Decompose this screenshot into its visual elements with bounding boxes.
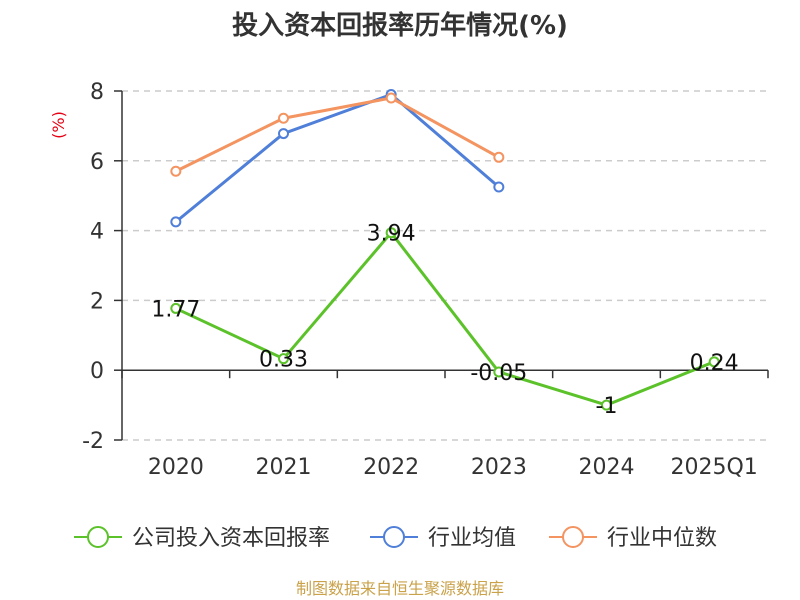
data-point xyxy=(278,112,289,124)
data-label: -0.05 xyxy=(470,361,527,386)
data-label: 3.94 xyxy=(367,222,416,247)
legend-swatch-marker xyxy=(562,526,584,548)
series-line-0 xyxy=(175,231,715,407)
series-2 xyxy=(170,92,505,177)
data-point xyxy=(170,302,182,314)
data-point xyxy=(170,216,182,228)
y-tick-label: 8 xyxy=(90,80,104,105)
data-label: 0.24 xyxy=(690,351,739,376)
data-point xyxy=(385,92,397,104)
legend-swatch-marker xyxy=(383,526,405,548)
series-line-1 xyxy=(174,92,500,224)
legend-label: 公司投入资本回报率 xyxy=(132,526,330,551)
x-tick-label-2023: 2023 xyxy=(471,455,527,480)
legend-item-2: 行业中位数 xyxy=(549,526,717,551)
legend-label: 行业中位数 xyxy=(607,526,717,551)
gridlines xyxy=(122,90,768,441)
data-point xyxy=(601,399,612,411)
legend: 公司投入资本回报率 行业均值 行业中位数 xyxy=(74,526,717,551)
series-0 xyxy=(170,227,720,411)
data-point xyxy=(493,181,505,193)
y-tick-label: 2 xyxy=(90,289,104,314)
data-label: -1 xyxy=(596,394,618,419)
x-tick-label-2022: 2022 xyxy=(363,455,419,480)
data-point xyxy=(278,353,289,365)
data-point xyxy=(170,165,182,177)
y-axis-unit: (%) xyxy=(49,111,68,139)
y-tick-label: 4 xyxy=(90,220,104,245)
axes: -2 0 2 4 6 8 2020 2021 2022 2023 2024 2025Q1 xyxy=(82,80,769,480)
data-point xyxy=(278,128,289,140)
legend-item-1: 行业均值 xyxy=(370,526,516,551)
series-layer xyxy=(170,88,720,411)
data-label: 0.33 xyxy=(259,348,308,373)
data-label: 1.77 xyxy=(151,297,200,322)
x-tick-label-2021: 2021 xyxy=(256,455,312,480)
series-1 xyxy=(170,88,505,228)
legend-item-0: 公司投入资本回报率 xyxy=(74,526,330,551)
y-tick-label: -2 xyxy=(82,429,104,454)
legend-swatch-marker xyxy=(87,526,109,548)
data-point xyxy=(385,227,397,239)
data-point xyxy=(493,151,505,163)
legend-label: 行业均值 xyxy=(428,526,516,551)
data-point xyxy=(708,356,720,368)
x-tick-label-2025q1: 2025Q1 xyxy=(671,455,758,480)
source-note: 制图数据来自恒生聚源数据库 xyxy=(296,579,504,598)
x-tick-label-2024: 2024 xyxy=(579,455,635,480)
y-tick-label: 0 xyxy=(90,359,104,384)
y-tick-label: 6 xyxy=(90,150,104,175)
data-point xyxy=(493,366,505,378)
series-line-2 xyxy=(175,96,500,173)
chart-title: 投入资本回报率历年情况(%) xyxy=(232,10,568,41)
data-labels: 1.77 0.33 3.94 -0.05 -1 0.24 xyxy=(151,222,738,419)
x-tick-label-2020: 2020 xyxy=(148,455,204,480)
